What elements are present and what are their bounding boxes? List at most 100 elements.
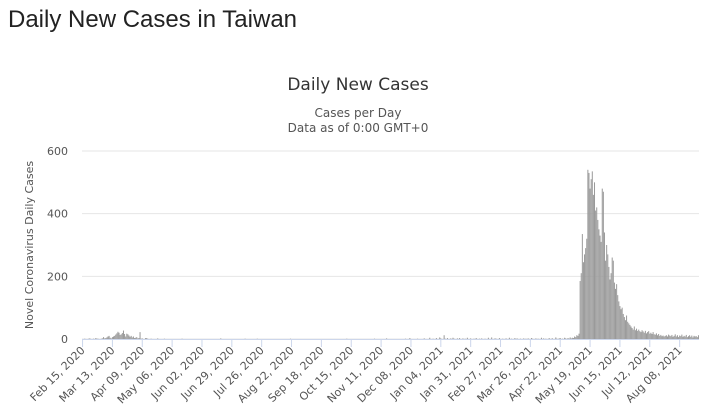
bar [623,317,625,339]
bar [141,338,143,339]
bar [386,338,388,339]
bar [589,188,591,339]
bar [697,335,699,339]
bar [508,337,510,339]
bar [576,335,578,339]
chart-title: Daily New Cases [287,75,429,95]
bar [628,323,630,339]
bar [633,326,635,339]
bar [613,282,615,339]
bar [627,321,629,339]
bar [605,260,607,339]
bar [440,338,442,339]
bar [523,338,525,339]
bar [676,335,678,339]
bar [629,324,631,339]
bar [651,333,653,339]
bar [88,338,90,339]
bar [527,338,529,339]
bar [616,284,618,339]
bar [558,338,560,339]
bar [567,338,569,339]
bar [644,330,646,339]
bar [670,336,672,339]
bar [459,338,461,339]
bar [611,257,613,339]
bar [620,309,622,339]
bar [555,337,557,339]
bar [109,337,111,339]
bar [121,333,123,339]
bar [660,334,662,339]
bar [642,331,644,339]
bar [680,336,682,339]
bar [115,334,117,339]
bar [551,338,553,339]
bar [135,337,137,339]
bar [681,334,683,339]
bar [658,333,660,339]
bar [498,338,500,339]
bar [530,338,532,339]
bar [652,332,654,339]
bar [665,335,667,339]
bar [586,238,588,339]
bar [682,336,684,339]
bar [631,328,633,339]
bar [647,332,649,339]
bar [569,337,571,339]
bar [157,338,159,339]
bar [595,210,597,339]
bar [139,332,141,339]
bar [585,248,587,339]
bar [122,330,124,339]
bar [674,334,676,339]
bar [543,338,545,339]
bar [648,331,650,339]
bar [106,337,108,339]
bar [128,335,130,339]
chart-caption: Data as of 0:00 GMT+0 [288,121,429,135]
bar [671,334,673,339]
bar [582,262,584,339]
bar [124,333,126,339]
bar [607,254,609,339]
bar [686,337,688,339]
bar [693,335,695,339]
bar [600,241,602,339]
bar [692,337,694,339]
bar [429,337,431,339]
bar [636,328,638,339]
bar [571,337,573,339]
bar [638,329,640,339]
bar [669,335,671,339]
bar [116,333,118,339]
bar [570,338,572,339]
bar [617,295,619,339]
bar [505,338,507,339]
bar [540,337,542,339]
bar [565,338,567,339]
bar [643,332,645,339]
bar [119,334,121,339]
bar [650,332,652,339]
bar [597,219,599,339]
bar [120,334,122,339]
bar [125,336,127,339]
bar [446,338,448,339]
bar [491,337,493,339]
bar [113,336,115,339]
bar [684,336,686,339]
bar [673,335,675,339]
bar [596,207,598,339]
bar [664,335,666,339]
bar [129,336,131,339]
bar [668,334,670,339]
bar [587,169,589,339]
bar [450,338,452,339]
bar [649,333,651,339]
bar [666,336,668,339]
bar [114,335,116,339]
